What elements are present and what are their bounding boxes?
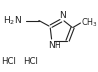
Text: HCl: HCl xyxy=(23,57,38,66)
Text: H: H xyxy=(55,41,60,50)
Text: CH$_3$: CH$_3$ xyxy=(81,16,98,29)
Text: HCl: HCl xyxy=(1,57,15,66)
Text: N: N xyxy=(48,41,55,50)
Text: N: N xyxy=(59,11,66,20)
Text: H$_2$N: H$_2$N xyxy=(3,14,22,27)
